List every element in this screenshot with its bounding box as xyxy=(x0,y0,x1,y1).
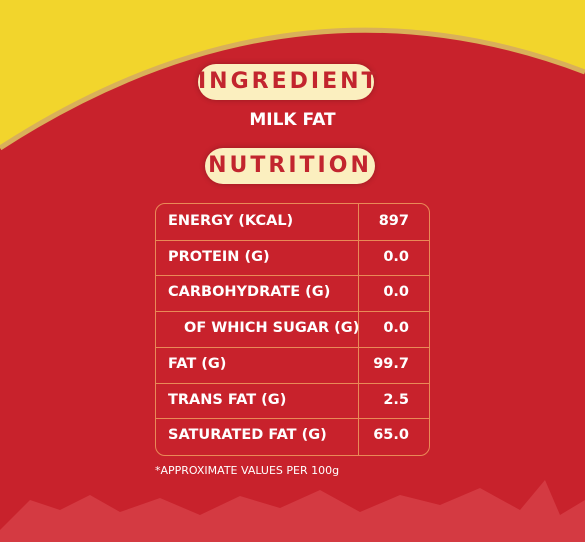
village-illustration xyxy=(0,480,585,542)
nutrient-value: 897 xyxy=(378,213,409,229)
nutrient-name: FAT (G) xyxy=(168,355,227,372)
table-row: OF WHICH SUGAR (G) 0.0 xyxy=(156,311,429,347)
nutrient-name: SATURATED FAT (G) xyxy=(168,427,327,444)
nutrient-value: 0.0 xyxy=(383,284,409,301)
nutrient-value: 2.5 xyxy=(383,391,409,408)
table-row: FAT (G) 99.7 xyxy=(156,347,429,383)
nutrient-value: 65.0 xyxy=(373,427,409,444)
footnote: *APPROXIMATE VALUES PER 100g xyxy=(155,464,340,477)
table-row: PROTEIN (G) 0.0 xyxy=(156,240,429,276)
nutrition-label: NUTRITION xyxy=(205,148,375,184)
row-separator xyxy=(156,275,429,277)
row-separator xyxy=(156,382,429,384)
row-separator xyxy=(156,346,429,348)
column-divider xyxy=(358,204,359,455)
red-arch xyxy=(0,30,585,542)
nutrient-value: 0.0 xyxy=(383,320,409,337)
ingredient: MILK FAT xyxy=(249,110,336,130)
nutrient-name: ENERGY (KCAL) xyxy=(168,213,294,229)
table-row: TRANS FAT (G) 2.5 xyxy=(156,383,429,419)
table-row: ENERGY (KCAL) 897 xyxy=(156,204,429,240)
row-separator xyxy=(156,418,429,420)
nutrient-name: PROTEIN (G) xyxy=(168,248,270,265)
nutrition-table: ENERGY (KCAL) 897 PROTEIN (G) 0.0 CARBOHYDRA… xyxy=(155,203,430,456)
row-separator xyxy=(156,239,429,241)
table-row: SATURATED FAT (G) 65.0 xyxy=(156,418,429,454)
nutrient-name: TRANS FAT (G) xyxy=(168,391,287,408)
row-separator xyxy=(156,311,429,313)
ingredient-label: INGREDIENT xyxy=(198,64,377,100)
table-row: CARBOHYDRATE (G) 0.0 xyxy=(156,275,429,311)
nutrient-value: 99.7 xyxy=(373,355,409,372)
nutrient-name: CARBOHYDRATE (G) xyxy=(168,284,331,301)
gold-border xyxy=(0,27,585,151)
nutrient-name: OF WHICH SUGAR (G) xyxy=(184,320,360,337)
nutrient-value: 0.0 xyxy=(383,248,409,265)
